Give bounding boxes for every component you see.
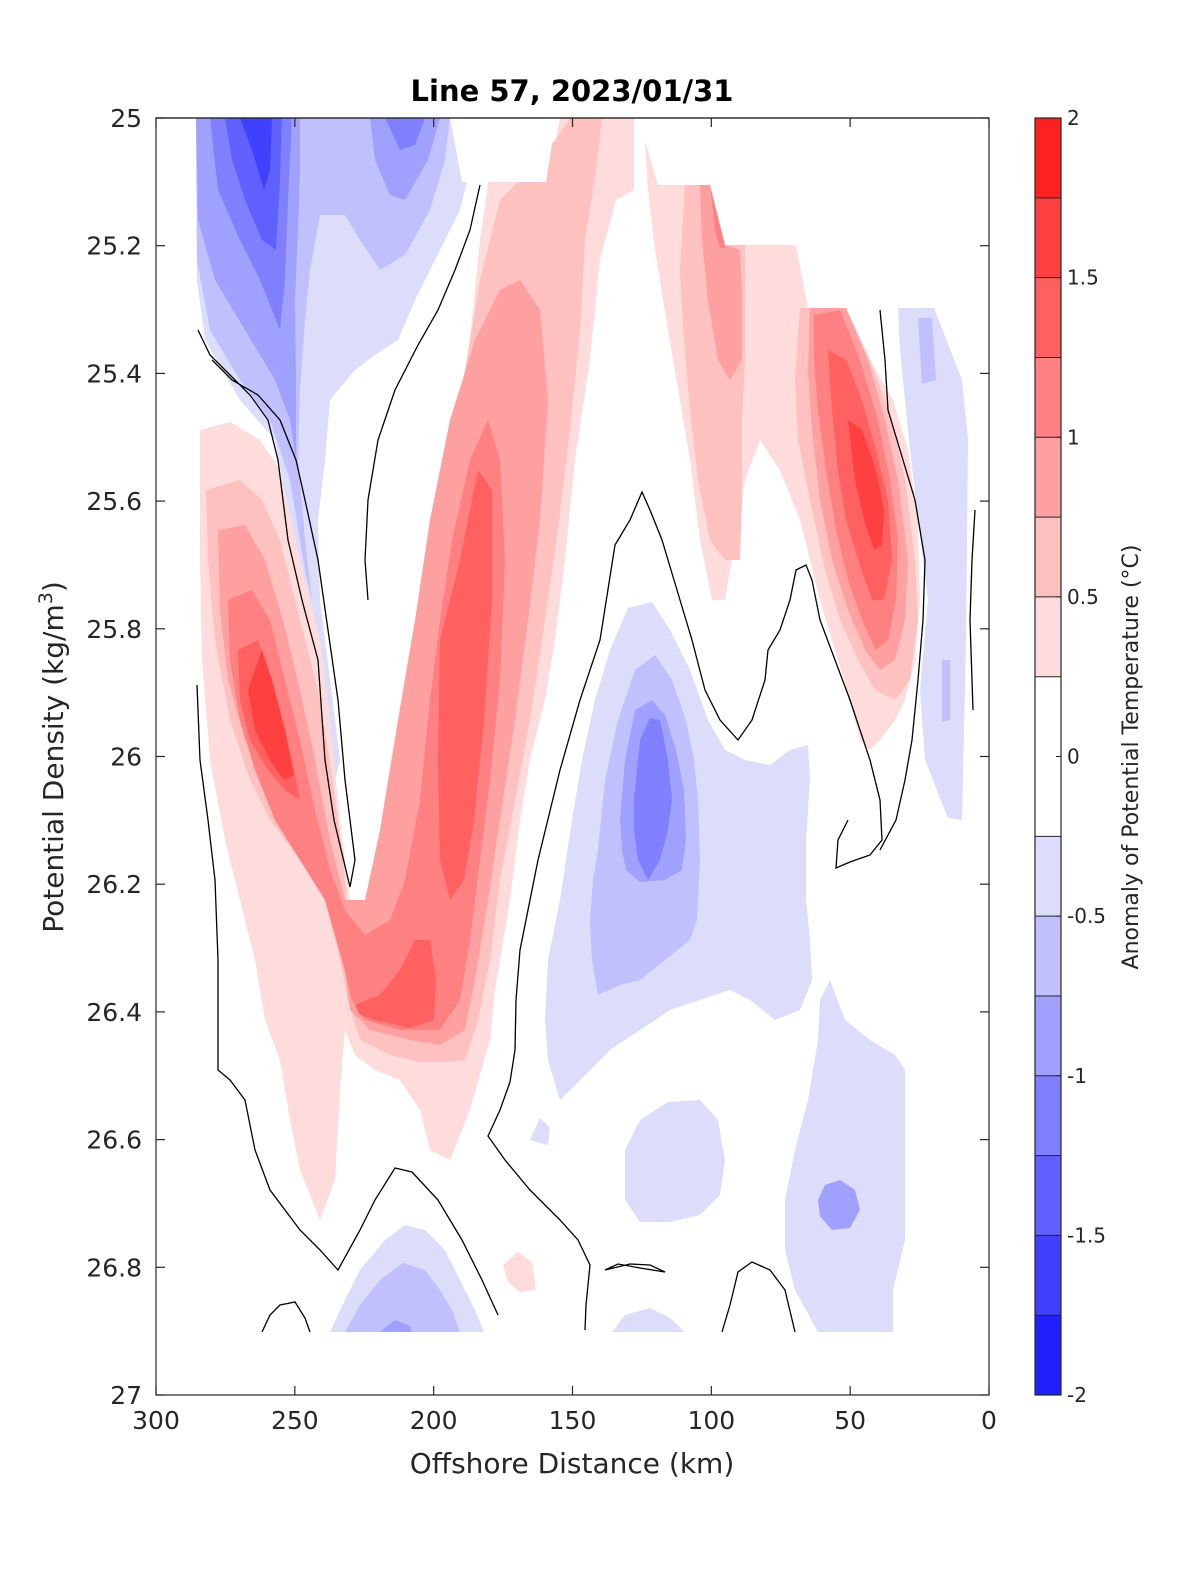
x-axis-label: Offshore Distance (km)	[410, 1447, 735, 1480]
mask-no-data-top-central	[450, 118, 556, 182]
fill-west-cold-core	[240, 118, 272, 190]
zero-contour-bottom-left	[261, 1301, 311, 1333]
fill-deep-cold-bottom-west-l3	[380, 1320, 412, 1332]
y-axis-label: Potential Density (kg/m3)	[35, 581, 70, 933]
y-tick-label: 25.4	[86, 359, 142, 388]
y-tick-label: 25.6	[86, 487, 142, 516]
colorbar-tick-label: -2	[1067, 1383, 1087, 1407]
fill-blue-nearshore-spot	[918, 318, 936, 384]
zero-contour-central-b	[509, 490, 883, 1083]
zero-contour-east	[879, 309, 926, 851]
x-tick-label: 50	[834, 1406, 866, 1435]
fill-deep-cold-spot-a	[530, 1118, 550, 1145]
colorbar-tick-label: 2	[1067, 106, 1080, 130]
colorbar-label: Anomaly of Potential Temperature (°C)	[1119, 545, 1144, 970]
x-axis: 300 250 200 150 100 50 0	[132, 118, 997, 1435]
colorbar-band	[1035, 277, 1061, 358]
fill-east-warm-l3	[700, 185, 742, 380]
y-tick-label: 25.8	[86, 615, 142, 644]
colorbar-tick-label: 1.5	[1067, 266, 1099, 290]
zero-contour-bottom-right	[721, 1261, 796, 1333]
colorbar-band	[1035, 1075, 1061, 1156]
colorbar-tick-label: -1	[1067, 1064, 1087, 1088]
plot-area	[155, 117, 990, 1396]
colorbar-band	[1035, 1315, 1061, 1395]
colorbar-band	[1035, 1235, 1061, 1316]
y-tick-label: 26.4	[86, 998, 142, 1027]
colorbar-band	[1035, 517, 1061, 597]
x-tick-label: 300	[132, 1406, 180, 1435]
x-tick-label: 250	[271, 1406, 319, 1435]
fill-warm-l5c	[355, 940, 436, 1028]
colorbar-band	[1035, 357, 1061, 438]
y-tick-label: 26	[110, 743, 142, 772]
zero-contour-bottom-mid	[604, 1263, 666, 1273]
fill-central-cold-core	[634, 718, 672, 880]
contour-fills	[196, 118, 968, 1332]
colorbar-band	[1035, 995, 1061, 1076]
fill-warm-l5b	[438, 470, 492, 900]
fill-warm-core-west	[248, 650, 294, 780]
colorbar-band	[1035, 1155, 1061, 1236]
colorbar-band	[1035, 437, 1061, 518]
y-axis: 25 25.2 25.4 25.6 25.8 26 26.2 26.4 26.6 26.8 27	[86, 104, 989, 1410]
colorbar-band	[1035, 916, 1061, 996]
y-tick-label: 27	[110, 1381, 142, 1410]
x-tick-label: 0	[981, 1406, 997, 1435]
y-axis-label-text: Potential Density (kg/m	[37, 604, 70, 933]
colorbar-tick-label: -0.5	[1067, 904, 1106, 928]
fill-warm-l4	[228, 420, 505, 1030]
colorbar-tick-label: -1.5	[1067, 1223, 1106, 1247]
fill-warm-spot-deep	[503, 1252, 536, 1292]
y-tick-label: 26.6	[86, 1126, 142, 1155]
colorbar-tick-label: 1	[1067, 425, 1080, 449]
colorbar-band	[1035, 118, 1061, 198]
colorbar-band	[1035, 596, 1061, 677]
x-tick-label: 100	[687, 1406, 735, 1435]
fill-east-warm-l4	[710, 185, 725, 248]
zero-contour-central	[487, 1081, 591, 1331]
zero-contour-lines	[196, 184, 976, 1333]
x-tick-label: 150	[549, 1406, 597, 1435]
y-tick-label: 26.8	[86, 1253, 142, 1282]
x-tick-label: 200	[410, 1406, 458, 1435]
fill-east-warm-core	[848, 420, 884, 550]
colorbar-tick-label: 0	[1067, 745, 1080, 769]
fill-blue-nearshore-spot2	[942, 660, 950, 722]
y-axis-label-close: )	[37, 581, 70, 592]
fill-deep-cold-east	[785, 980, 905, 1332]
fill-deep-cold-bottom-east	[612, 1308, 685, 1332]
chart-title: Line 57, 2023/01/31	[411, 74, 734, 108]
fill-blue-nearshore	[898, 308, 968, 820]
fill-west-cold-upper-l4	[385, 118, 425, 150]
mask-no-data-top-east	[634, 118, 989, 308]
colorbar-tick-label: 0.5	[1067, 585, 1099, 609]
zero-contour-left-deep	[196, 684, 499, 1316]
zero-contour-west	[197, 329, 356, 888]
y-tick-label: 25.2	[86, 232, 142, 261]
colorbar-band	[1035, 197, 1061, 278]
y-tick-label: 26.2	[86, 870, 142, 899]
fill-deep-cold-east-core	[818, 1180, 860, 1230]
fill-deep-cold-mid	[625, 1100, 725, 1222]
zero-contour-central-west	[364, 184, 481, 601]
colorbar: 2 1.5 1 0.5 0 -0.5 -1 -1.5 -2	[1034, 106, 1106, 1407]
fill-west-cold-upper-l3	[370, 118, 440, 200]
y-tick-label: 25	[110, 104, 142, 133]
fill-deep-cold-bottom-west-l2	[345, 1263, 460, 1332]
y-axis-label-superscript: 3	[35, 592, 57, 604]
zero-contour-nearshore	[969, 509, 976, 711]
colorbar-band	[1035, 836, 1061, 917]
